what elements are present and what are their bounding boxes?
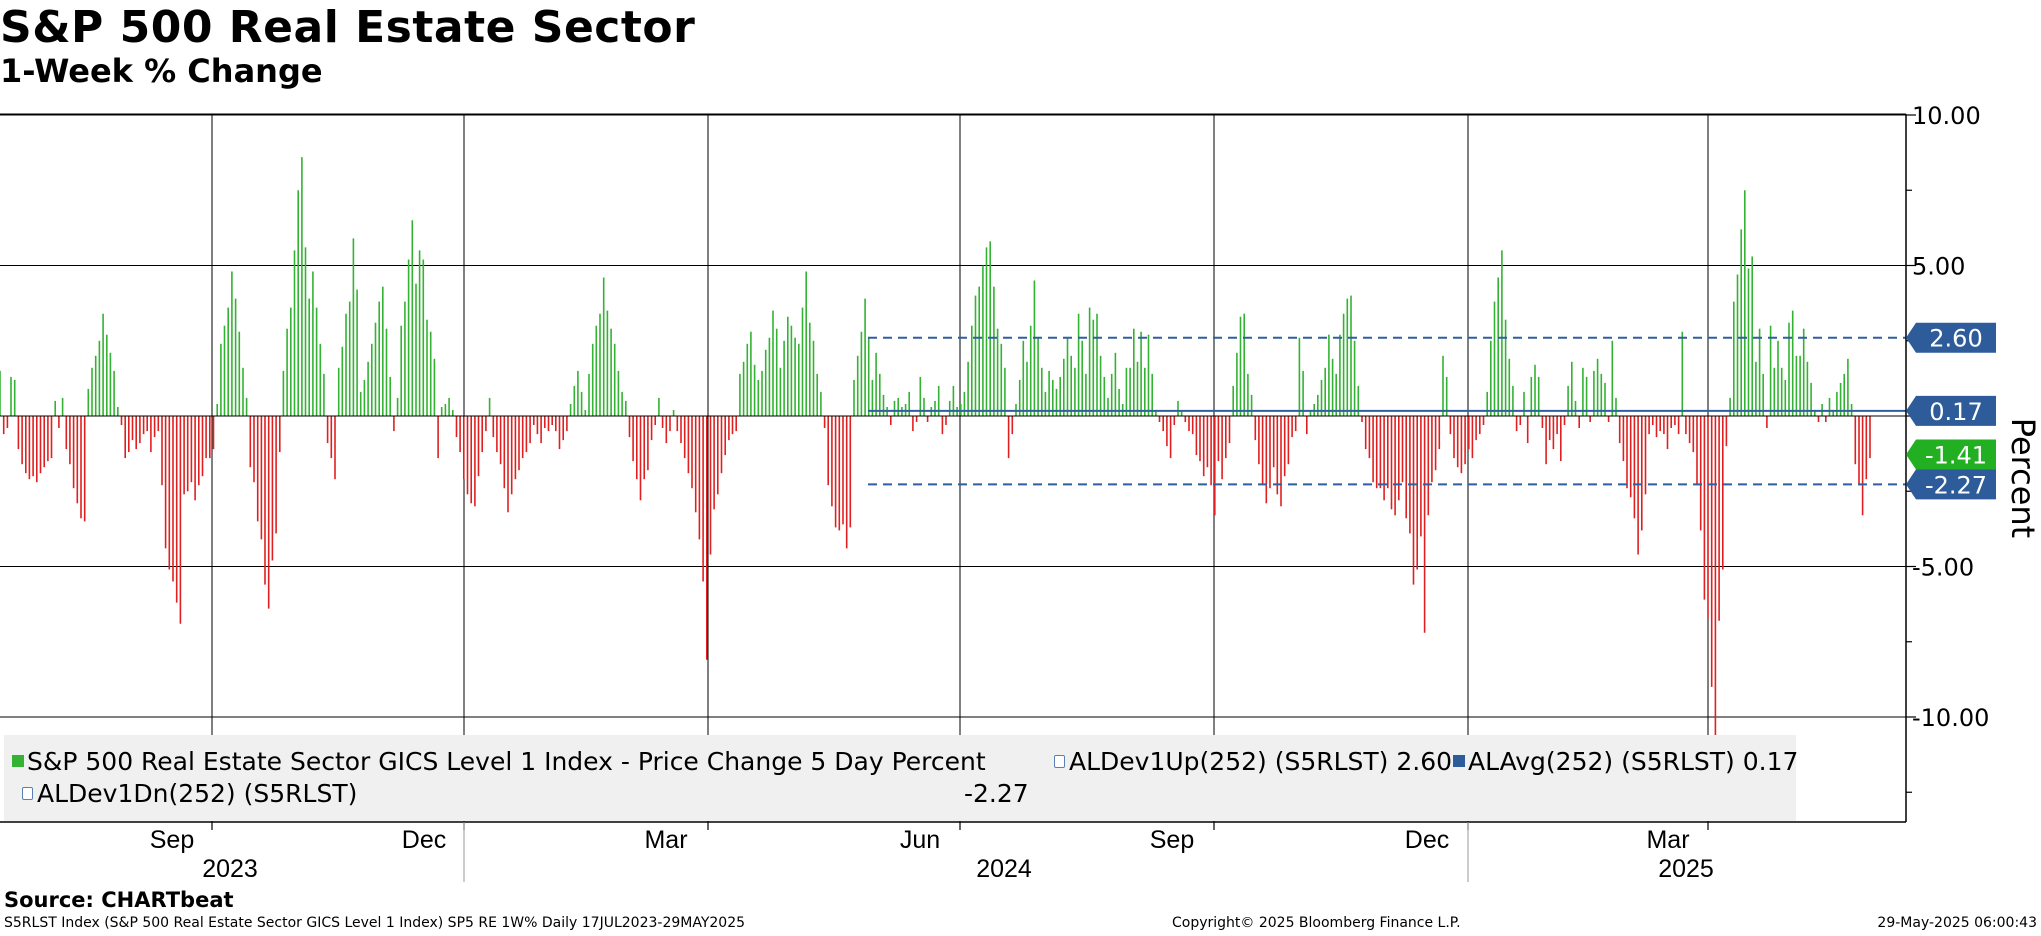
x-month-label: Mar <box>1646 826 1689 854</box>
legend-swatch-green-icon <box>12 755 24 767</box>
x-month-label: Dec <box>402 826 446 854</box>
y-tick-label: 10.00 <box>1912 102 1981 130</box>
footer-index-info: S5RLST Index (S&P 500 Real Estate Sector… <box>4 915 746 931</box>
legend: S&P 500 Real Estate Sector GICS Level 1 … <box>4 735 1798 821</box>
chart-title: S&P 500 Real Estate Sector <box>0 2 696 53</box>
bar-series <box>0 157 1871 736</box>
dev-down-value-box-text: -2.27 <box>1925 471 1987 499</box>
x-year-label: 2023 <box>202 855 258 883</box>
avg-value-box: 0.17 <box>1906 395 1996 426</box>
footer-copyright: Copyright© 2025 Bloomberg Finance L.P. <box>1172 915 1461 931</box>
legend-item-avg: ALAvg(252) (S5RLST) 0.17 <box>1453 747 1798 776</box>
dev-down-value-box-shape <box>1906 469 1996 500</box>
legend-swatch-outline-icon <box>22 786 33 800</box>
x-month-label: Dec <box>1405 826 1449 854</box>
last-value-box-text: -1.41 <box>1925 441 1987 469</box>
legend-dev-down-label: ALDev1Dn(252) (S5RLST) <box>37 779 358 808</box>
legend-swatch-outline-icon <box>1054 754 1065 768</box>
x-year-label: 2025 <box>1658 855 1714 883</box>
axes <box>0 113 1916 882</box>
legend-item-series: S&P 500 Real Estate Sector GICS Level 1 … <box>12 747 986 776</box>
x-year-label: 2024 <box>976 855 1032 883</box>
x-month-label: Sep <box>1150 826 1194 854</box>
legend-swatch-blue-icon <box>1453 755 1465 767</box>
grid-lines <box>0 114 1906 822</box>
value-boxes: 2.60 0.17 -2.27-1.41 <box>1906 322 1996 500</box>
y-tick-label: -10.00 <box>1912 704 1989 732</box>
y-tick-label: 5.00 <box>1912 253 1965 281</box>
legend-item-dev-down: ALDev1Dn(252) (S5RLST) <box>22 779 357 808</box>
avg-value-box-shape <box>1906 395 1996 426</box>
footer-timestamp: 29-May-2025 06:00:43 <box>1877 915 2037 931</box>
dev-up-value-box-shape <box>1906 322 1996 353</box>
dev-up-value-box-text: 2.60 <box>1929 325 1982 353</box>
legend-dev-down-value: -2.27 <box>964 779 1029 808</box>
last-value-box: -1.41 <box>1906 439 1996 470</box>
avg-value-box-text: 0.17 <box>1929 398 1982 426</box>
chart-subtitle: 1-Week % Change <box>0 52 323 90</box>
legend-item-dev-up: ALDev1Up(252) (S5RLST) 2.60 <box>1054 747 1452 776</box>
last-value-box-shape <box>1906 439 1996 470</box>
legend-avg-label: ALAvg(252) (S5RLST) 0.17 <box>1468 747 1799 776</box>
legend-dev-up-label: ALDev1Up(252) (S5RLST) 2.60 <box>1069 747 1453 776</box>
x-month-label: Jun <box>900 826 940 854</box>
x-axis-labels: Sep Dec Mar Jun Sep Dec Mar 2023 2024 2025 <box>150 826 1714 883</box>
x-month-label: Sep <box>150 826 194 854</box>
reference-lines <box>0 336 1906 486</box>
footer-source: Source: CHARTbeat <box>4 888 234 912</box>
dev-down-value-box: -2.27 <box>1906 469 1996 500</box>
dev-up-value-box: 2.60 <box>1906 322 1996 353</box>
x-month-label: Mar <box>644 826 687 854</box>
y-axis-title: Percent <box>2004 418 2041 538</box>
y-tick-label: -5.00 <box>1912 554 1974 582</box>
legend-series-label: S&P 500 Real Estate Sector GICS Level 1 … <box>27 747 986 776</box>
y-axis-labels: 10.00 5.00 -5.00 -10.00 Percent <box>1912 102 2041 732</box>
